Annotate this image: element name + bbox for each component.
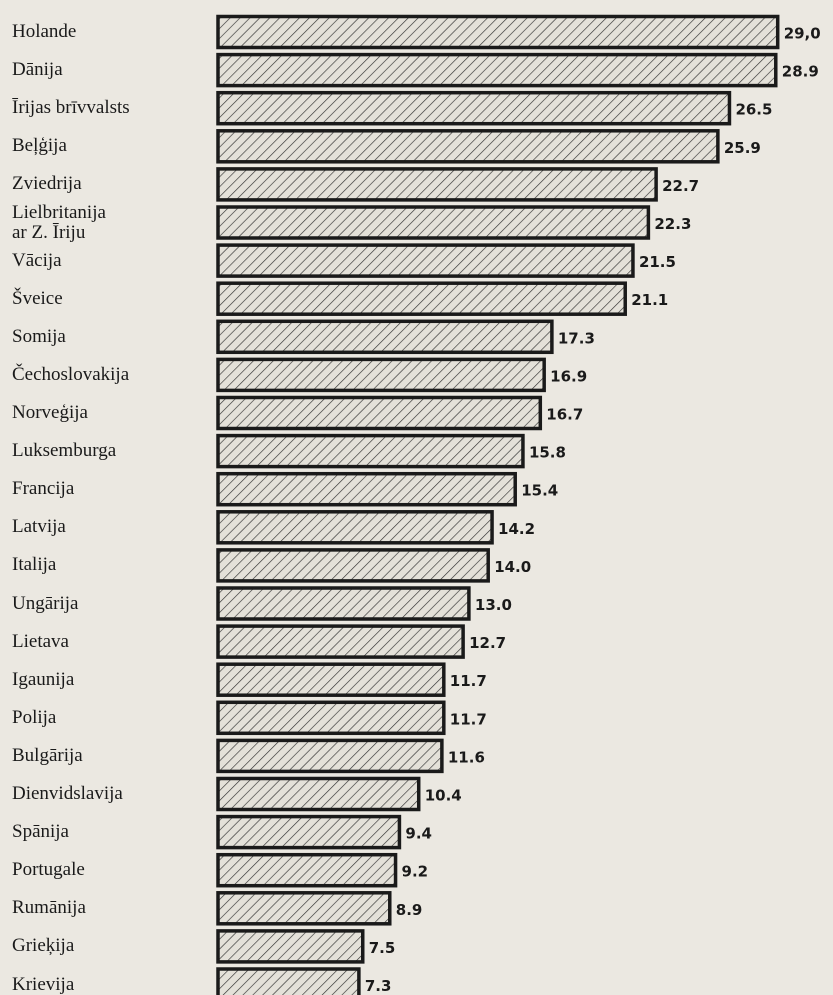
- bar: [218, 969, 359, 995]
- category-label: Krievija: [12, 975, 74, 995]
- bar: [218, 740, 442, 771]
- value-label: 26.5: [735, 101, 772, 119]
- category-label: Grieķija: [12, 936, 74, 956]
- category-label: Šveice: [12, 289, 63, 309]
- value-label: 28.9: [782, 63, 819, 81]
- category-label: Portugale: [12, 860, 85, 880]
- bar: [218, 512, 492, 543]
- bar: [218, 17, 778, 48]
- bar: [218, 131, 718, 162]
- value-label: 15.8: [529, 444, 566, 462]
- category-label: Dienvidslavija: [12, 784, 123, 804]
- bar: [218, 359, 544, 390]
- value-label: 15.4: [521, 482, 558, 500]
- bar: [218, 283, 625, 314]
- category-label: Zviedrija: [12, 174, 82, 194]
- category-label: Spānija: [12, 822, 69, 842]
- bar: [218, 626, 463, 657]
- category-label: Latvija: [12, 517, 66, 537]
- bar: [218, 436, 523, 467]
- value-label: 9.4: [405, 825, 432, 843]
- value-label: 17.3: [558, 329, 595, 347]
- category-label: Polija: [12, 708, 56, 728]
- category-label: Norveģija: [12, 403, 88, 423]
- value-label: 8.9: [396, 901, 423, 919]
- category-label: Dānija: [12, 60, 63, 80]
- value-label: 11.7: [450, 710, 487, 728]
- value-label: 14.0: [494, 558, 531, 576]
- category-label: Ungārija: [12, 594, 78, 614]
- value-label: 12.7: [469, 634, 506, 652]
- bar: [218, 817, 399, 848]
- value-label: 16.7: [546, 406, 583, 424]
- bar: [218, 207, 648, 238]
- chart: 29,0 28.9 26.5 25.9 22.7 22.3 21.5 21.1 17.3 16.9…: [0, 0, 833, 995]
- category-label: Īrijas brīvvalsts: [12, 98, 130, 118]
- bar: [218, 169, 656, 200]
- bar: [218, 893, 390, 924]
- category-label: Bulgārija: [12, 746, 83, 766]
- value-label: 21.5: [639, 253, 676, 271]
- value-label: 22.7: [662, 177, 699, 195]
- value-label: 29,0: [784, 25, 821, 43]
- category-label: Francija: [12, 479, 74, 499]
- bar: [218, 588, 469, 619]
- value-label: 9.2: [402, 863, 429, 881]
- value-label: 21.1: [631, 291, 668, 309]
- bar: [218, 779, 419, 810]
- value-label: 10.4: [425, 787, 462, 805]
- value-label: 22.3: [654, 215, 691, 233]
- bar: [218, 245, 633, 276]
- value-label: 16.9: [550, 367, 587, 385]
- value-label: 14.2: [498, 520, 535, 538]
- bar: [218, 474, 515, 505]
- bar: [218, 321, 552, 352]
- value-label: 7.3: [365, 977, 392, 995]
- value-label: 7.5: [369, 939, 396, 957]
- bar: [218, 855, 396, 886]
- category-label: Igaunija: [12, 670, 74, 690]
- value-label: 11.7: [450, 672, 487, 690]
- value-label: 11.6: [448, 748, 485, 766]
- category-label: Rumānija: [12, 898, 86, 918]
- bar: [218, 55, 776, 86]
- category-label: Vācija: [12, 251, 62, 271]
- value-label: 13.0: [475, 596, 512, 614]
- category-label: Lietava: [12, 632, 69, 652]
- bar: [218, 550, 488, 581]
- chart-canvas: 29,0 28.9 26.5 25.9 22.7 22.3 21.5 21.1 17.3 16.9…: [0, 0, 833, 995]
- value-label: 25.9: [724, 139, 761, 157]
- category-label: Italija: [12, 555, 56, 575]
- category-label: Somija: [12, 327, 66, 347]
- bar: [218, 664, 444, 695]
- category-label: Lielbritanija ar Z. Īriju: [12, 203, 106, 243]
- bar: [218, 93, 729, 124]
- category-label: Čechoslovakija: [12, 365, 129, 385]
- category-label: Luksemburga: [12, 441, 116, 461]
- bar: [218, 398, 540, 429]
- bar: [218, 702, 444, 733]
- bar: [218, 931, 363, 962]
- category-label: Holande: [12, 22, 76, 42]
- category-label: Beļģija: [12, 136, 67, 156]
